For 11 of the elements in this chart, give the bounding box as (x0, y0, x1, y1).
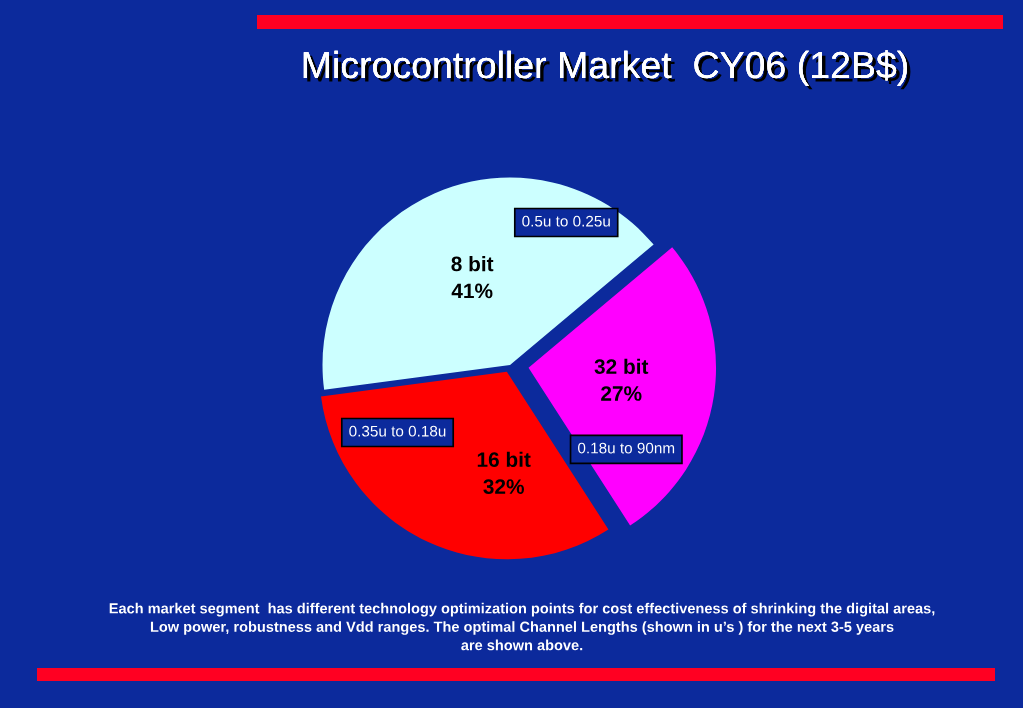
text: 0.18u to 90nm (578, 442, 675, 454)
data-label: 27% (601, 386, 642, 401)
data-label: 32% (483, 479, 524, 494)
slice-label: 16 bit (477, 451, 531, 467)
text: 0.35u to 0.18u (349, 425, 446, 437)
slice-label: 8 bit (451, 256, 494, 272)
text: Each market segment has different technology optimization points for cost effectiveness of shrinking the digital areas, Low power, robustness and Vdd ranges. The optimal Channel Lengths (shown in u’s ) for the next 3-5 years are shown above. (109, 602, 935, 651)
data-label: 41% (451, 283, 493, 299)
chart-title: Microcontroller Market CY06 (12B$) (303, 50, 911, 90)
text: 0.5u to 0.25u (522, 215, 610, 227)
slice-label: 32 bit (594, 358, 649, 374)
